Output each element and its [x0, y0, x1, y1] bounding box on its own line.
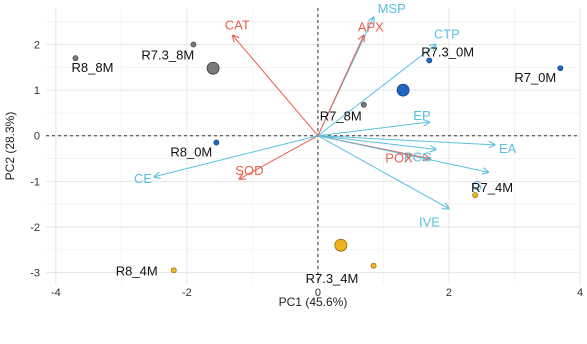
sample-label-r7-3_0m: R7.3_0M: [421, 44, 474, 59]
y-tick-label: -2: [30, 222, 40, 234]
y-tick-label: 2: [34, 39, 40, 51]
x-tick-label: 4: [577, 287, 583, 299]
variable-label-ce: CE: [134, 171, 152, 186]
arrow-g: [317, 135, 488, 172]
x-tick-label: -4: [51, 287, 61, 299]
arrow-pcg: [317, 135, 436, 150]
sample-point-r8_4m: [170, 267, 177, 274]
y-tick-label: -1: [30, 176, 40, 188]
sample-label-r7-3_8m: R7.3_8M: [141, 47, 194, 62]
centroid-point-3: [334, 238, 348, 252]
y-tick-label: 1: [34, 85, 40, 97]
arrow-sod: [239, 135, 319, 179]
sample-point-r7_0m: [557, 65, 564, 72]
variable-label-msp: MSP: [378, 1, 406, 16]
x-tick-label: 2: [446, 287, 452, 299]
sample-point-r7_8m: [360, 101, 367, 108]
centroid-point-1: [206, 61, 220, 75]
x-axis-title: PC1 (45.6%): [279, 295, 348, 309]
sample-label-r8_8m: R8_8M: [71, 60, 113, 75]
variable-arrows: [154, 17, 495, 209]
x-tick-label: 0: [315, 287, 321, 299]
arrow-ctp: [317, 44, 436, 137]
sample-point-r7_4m: [472, 192, 479, 198]
arrow-ep: [317, 122, 429, 137]
variable-label-sod: SOD: [235, 163, 263, 178]
variable-label-apx: APX: [358, 19, 384, 34]
variable-label-ctp: CTP: [434, 26, 460, 41]
sample-point-r7-3_0m: [426, 57, 433, 64]
sample-label-r8_4m: R8_4M: [116, 263, 158, 278]
sample-point-r8_0m: [213, 139, 220, 146]
arrow-ce: [154, 135, 319, 177]
x-tick-label: -2: [182, 287, 192, 299]
axis-ticks: -4 -2 0 2 4 -3 -2 -1 0 1 2: [30, 39, 583, 299]
centroid-point-2: [396, 83, 410, 97]
variable-label-pcg: PCG: [404, 149, 432, 164]
arrow-ea: [317, 135, 495, 145]
variable-label-ep: EP: [413, 108, 430, 123]
sample-label-r7_4m: R7_4M: [471, 180, 513, 195]
variable-label-g: G: [472, 178, 482, 193]
y-tick-label: 0: [34, 131, 40, 143]
sample-label-r8_0m: R8_0M: [170, 145, 212, 160]
sample-point-r7-3_8m: [190, 41, 197, 48]
sample-label-r7-3_4m: R7.3_4M: [306, 271, 359, 286]
y-axis-title: PC2 (28.3%): [3, 112, 17, 181]
variable-label-ive: IVE: [419, 215, 440, 230]
sample-point-r7-3_4m: [370, 262, 377, 269]
y-tick-label: -3: [30, 268, 40, 280]
arrow-cat: [233, 35, 319, 137]
reference-lines: [46, 8, 580, 284]
sample-points: [72, 41, 564, 274]
arrow-ive: [317, 135, 449, 209]
variable-label-pox: POX: [385, 151, 413, 166]
variable-label-ea: EA: [499, 141, 517, 156]
sample-point-r8_8m: [72, 55, 79, 62]
variable-label-cat: CAT: [225, 17, 250, 32]
arrow-apx: [317, 35, 364, 136]
sample-label-r7_8m: R7_8M: [320, 109, 362, 124]
sample-label-r7_0m: R7_0M: [514, 70, 556, 85]
